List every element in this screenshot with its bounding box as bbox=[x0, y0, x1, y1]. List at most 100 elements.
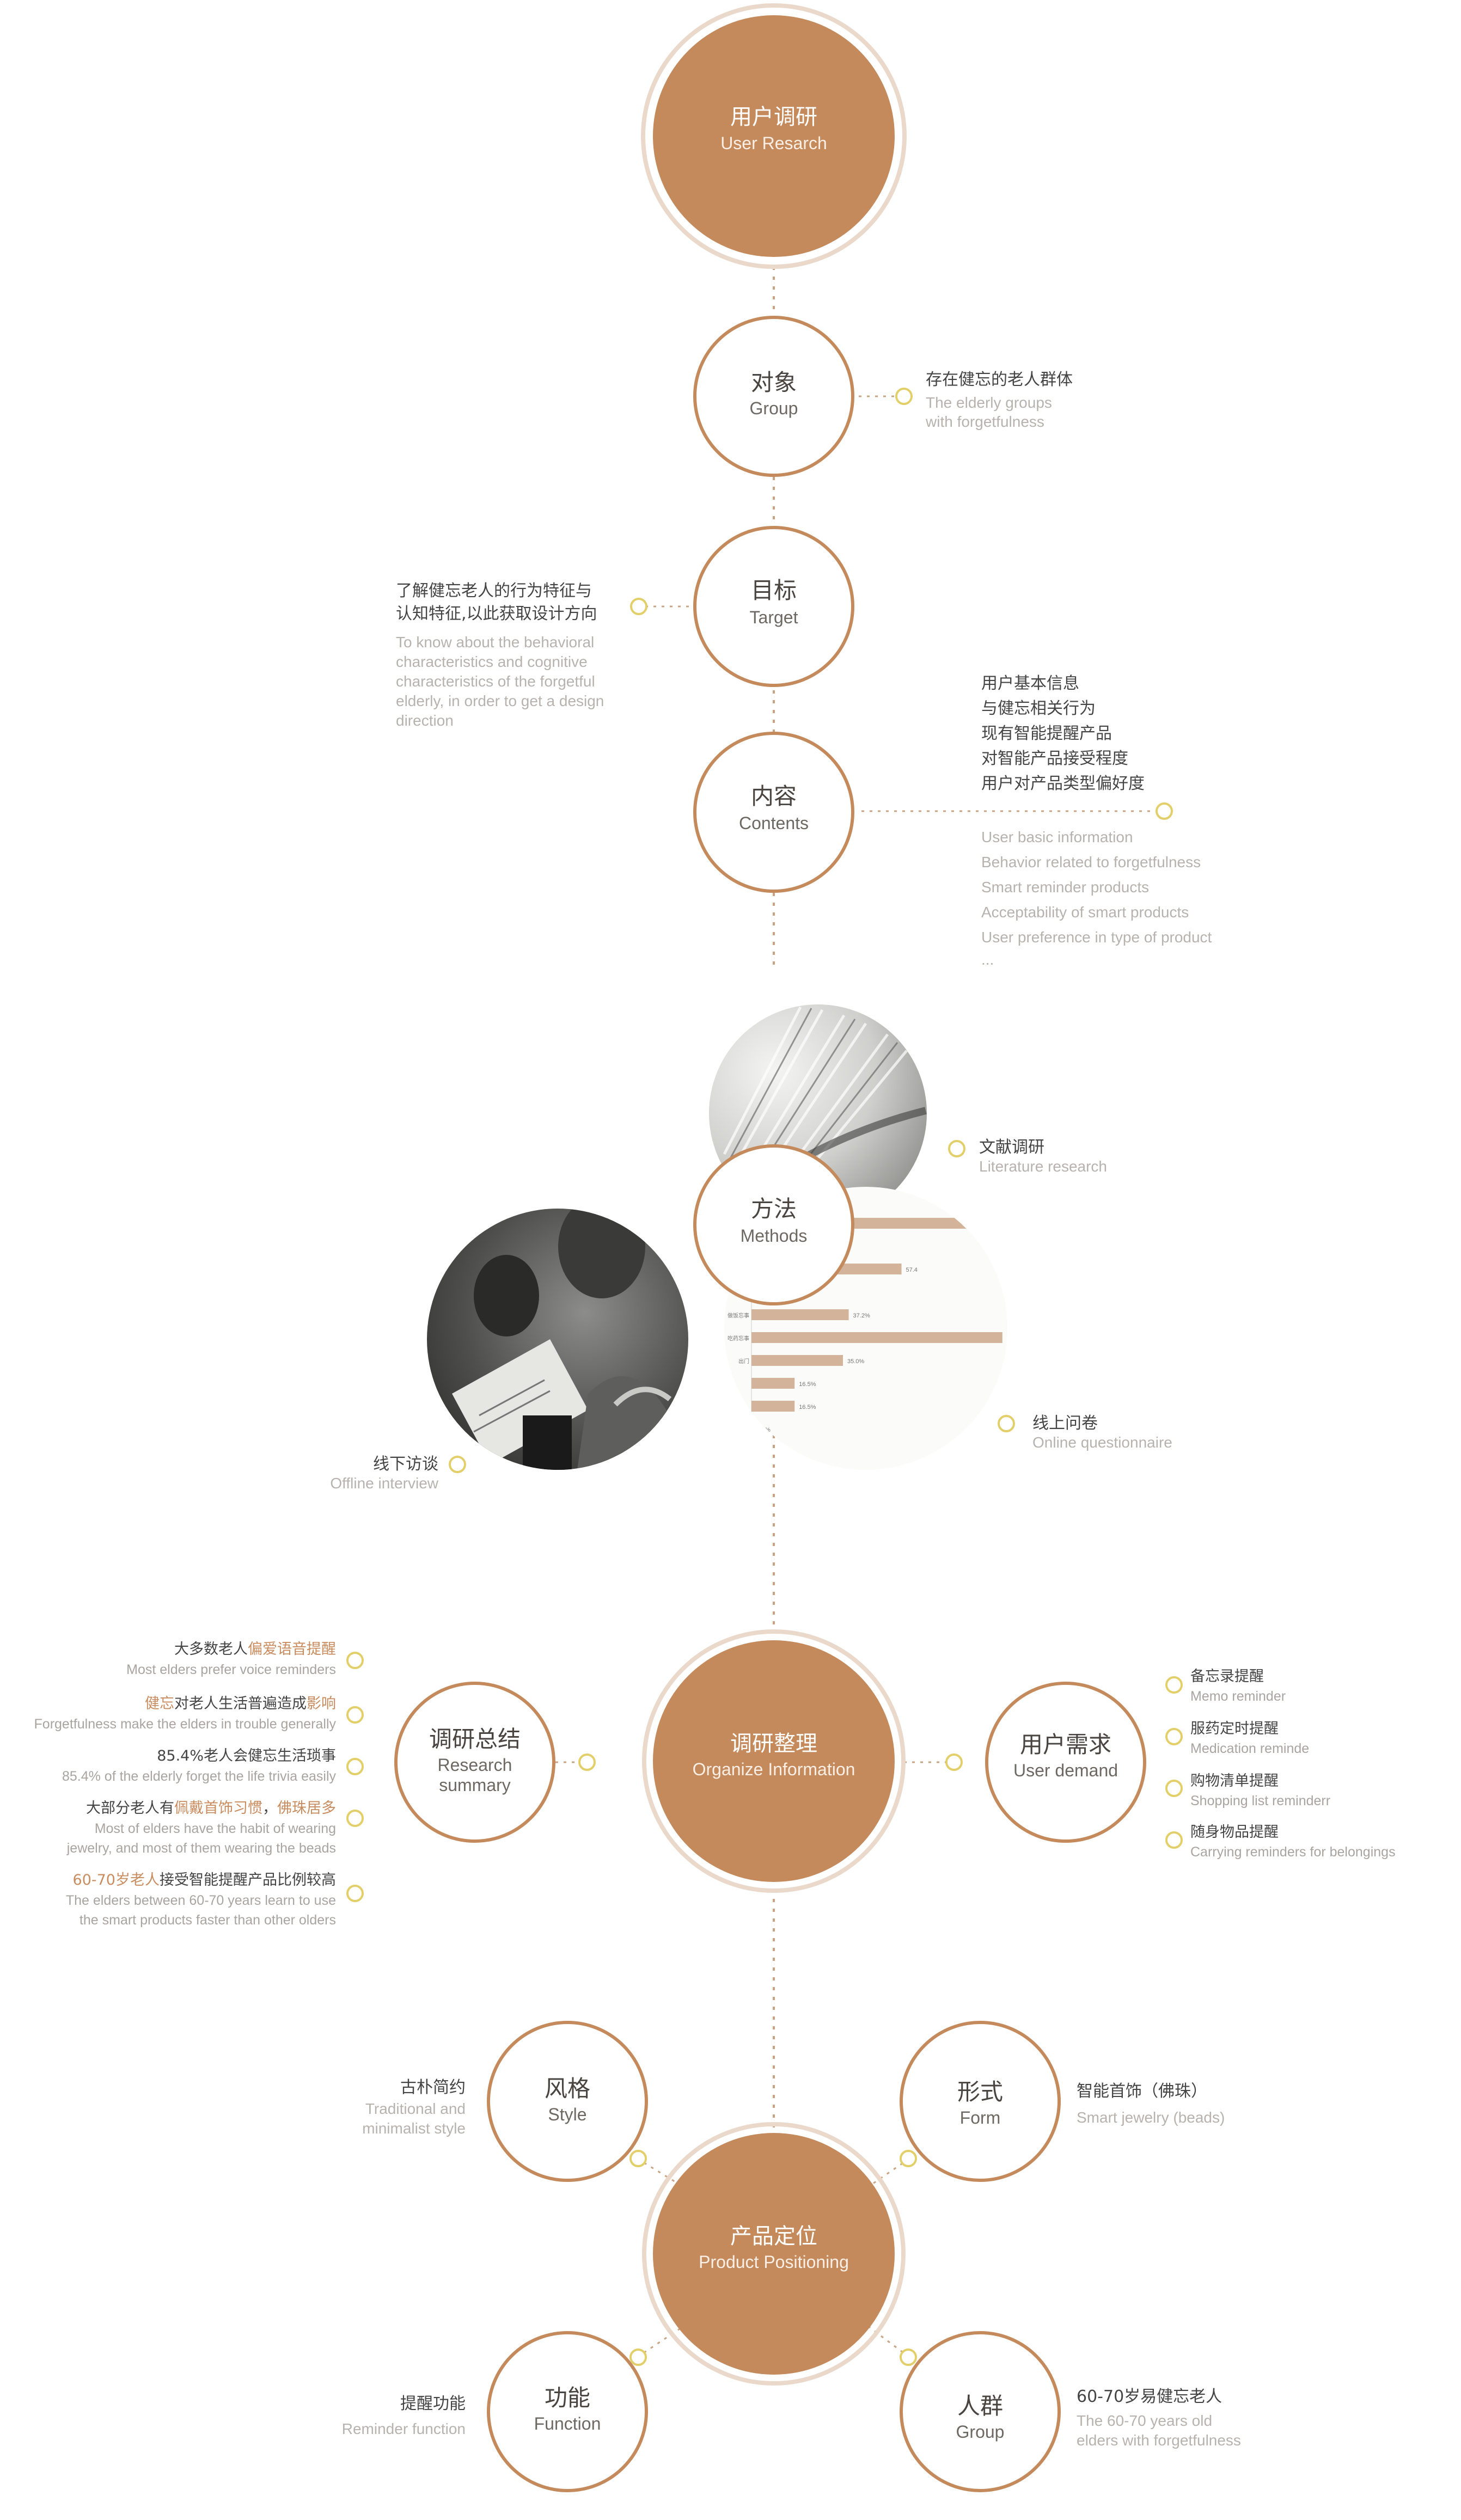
questionnaire-zh: 线上问卷 bbox=[1032, 1414, 1098, 1433]
contents-zh-4: 对智能产品接受程度 bbox=[981, 749, 1128, 768]
chart-data-label: 16.5% bbox=[799, 1404, 816, 1411]
interview-photo bbox=[427, 1209, 688, 1470]
target-desc-en-1: To know about the behavioral bbox=[396, 634, 595, 651]
target-subtitle: Target bbox=[749, 608, 798, 627]
group-desc-en-2: with forgetfulness bbox=[926, 413, 1044, 430]
chart-bar bbox=[751, 1424, 754, 1434]
summary-subtitle-1: Research bbox=[437, 1755, 512, 1775]
chart-bar bbox=[751, 1378, 795, 1389]
summary-item-1-en: Most elders prefer voice reminders bbox=[126, 1662, 336, 1677]
target-desc-en-3: characteristics of the forgetful bbox=[396, 673, 595, 690]
chart-category-label: 吃药忘事 bbox=[728, 1335, 749, 1342]
contents-title: 内容 bbox=[750, 783, 797, 810]
chart-bar bbox=[751, 1309, 849, 1320]
questionnaire-en: Online questionnaire bbox=[1032, 1434, 1172, 1451]
contents-en-3: Smart reminder products bbox=[981, 879, 1150, 896]
style-subtitle: Style bbox=[548, 2105, 587, 2124]
group-desc-en-1: The elderly groups bbox=[926, 394, 1052, 411]
user-research-subtitle: User Resarch bbox=[720, 133, 827, 153]
demand-node-shape bbox=[985, 1682, 1146, 1843]
chart-bar bbox=[751, 1332, 1002, 1343]
group-subtitle: Group bbox=[749, 398, 798, 418]
contents-en-2: Behavior related to forgetfulness bbox=[981, 854, 1201, 870]
summary-item-5-zh: 60-70岁老人接受智能提醒产品比例较高 bbox=[72, 1872, 336, 1889]
organize-title: 调研整理 bbox=[730, 1731, 817, 1756]
interview-zh: 线下访谈 bbox=[373, 1455, 438, 1474]
people-desc-en-2: elders with forgetfulness bbox=[1077, 2432, 1241, 2449]
summary-title: 调研总结 bbox=[429, 1726, 521, 1752]
positioning-node-shape bbox=[642, 2122, 906, 2386]
form-desc-en: Smart jewelry (beads) bbox=[1077, 2109, 1225, 2126]
function-subtitle: Function bbox=[534, 2414, 601, 2433]
people-desc-en-1: The 60-70 years old bbox=[1077, 2412, 1213, 2429]
summary-subtitle-2: summary bbox=[439, 1775, 511, 1795]
demand-item-1-zh: 备忘录提醒 bbox=[1190, 1668, 1264, 1685]
contents-subtitle: Contents bbox=[738, 813, 809, 833]
organize-subtitle: Organize Information bbox=[692, 1759, 855, 1779]
style-title: 风格 bbox=[544, 2075, 590, 2102]
group-desc-zh: 存在健忘的老人群体 bbox=[926, 370, 1073, 389]
chart-bar bbox=[751, 1355, 843, 1366]
chart-data-label: 57.4 bbox=[906, 1267, 918, 1273]
people-desc-zh: 60-70岁易健忘老人 bbox=[1077, 2387, 1222, 2406]
target-desc-en-4: elderly, in order to get a design bbox=[396, 692, 604, 709]
literature-en: Literature research bbox=[979, 1158, 1108, 1175]
organize-node-shape bbox=[642, 1629, 906, 1893]
chart-data-label: 37.2% bbox=[853, 1313, 870, 1319]
summary-item-3-en: 85.4% of the elderly forget the life tri… bbox=[62, 1769, 336, 1784]
summary-item-5-en-1: The elders between 60-70 years learn to … bbox=[65, 1893, 336, 1908]
chart-data-label: 16.5% bbox=[799, 1381, 816, 1388]
positioning-satellite-shapes bbox=[487, 2021, 1061, 2492]
chart-category-label: 出门 bbox=[738, 1358, 749, 1365]
summary-node-shape bbox=[394, 1682, 555, 1843]
chart-category-label: 做饭忘事 bbox=[728, 1312, 749, 1319]
demand-title: 用户需求 bbox=[1019, 1731, 1111, 1758]
target-desc-zh-2: 认知特征,以此获取设计方向 bbox=[396, 604, 597, 623]
user-research-title: 用户调研 bbox=[730, 105, 817, 130]
demand-item-4-zh: 随身物品提醒 bbox=[1190, 1824, 1279, 1841]
methods-subtitle: Methods bbox=[740, 1226, 808, 1246]
function-desc-en: Reminder function bbox=[341, 2420, 466, 2437]
style-desc-zh: 古朴简约 bbox=[400, 2078, 466, 2097]
demand-item-3-zh: 购物清单提醒 bbox=[1190, 1773, 1279, 1789]
target-desc-zh-1: 了解健忘老人的行为特征与 bbox=[396, 581, 592, 600]
demand-item-2-en: Medication reminde bbox=[1190, 1741, 1310, 1756]
demand-item-4-en: Carrying reminders for belongings bbox=[1190, 1844, 1396, 1860]
contents-en-1: User basic information bbox=[981, 829, 1133, 845]
style-desc-en-1: Traditional and bbox=[365, 2100, 466, 2117]
function-desc-zh: 提醒功能 bbox=[400, 2394, 466, 2413]
demand-subtitle: User demand bbox=[1013, 1761, 1118, 1780]
form-title: 形式 bbox=[957, 2078, 1003, 2105]
demand-item-3-en: Shopping list reminderr bbox=[1190, 1793, 1331, 1808]
chart-bar bbox=[751, 1401, 795, 1412]
contents-en-6: ... bbox=[981, 951, 994, 968]
interview-en: Offline interview bbox=[330, 1475, 438, 1492]
contents-en-4: Acceptability of smart products bbox=[981, 904, 1189, 921]
summary-item-2-en: Forgetfulness make the elders in trouble… bbox=[34, 1716, 336, 1732]
summary-item-4-en-2: jewelry, and most of them wearing the be… bbox=[66, 1841, 336, 1856]
target-desc-en-2: characteristics and cognitive bbox=[396, 653, 588, 670]
contents-zh-3: 现有智能提醒产品 bbox=[981, 724, 1112, 743]
summary-item-2-zh: 健忘对老人生活普遍造成影响 bbox=[145, 1695, 336, 1712]
form-desc-zh: 智能首饰（佛珠） bbox=[1077, 2082, 1207, 2101]
positioning-title: 产品定位 bbox=[730, 2224, 817, 2249]
summary-item-3-zh: 85.4%老人会健忘生活琐事 bbox=[157, 1748, 336, 1764]
contents-zh-2: 与健忘相关行为 bbox=[981, 699, 1096, 718]
marker-dots bbox=[346, 388, 1183, 2366]
group-title: 对象 bbox=[750, 369, 797, 396]
target-desc-en-5: direction bbox=[396, 712, 454, 729]
function-title: 功能 bbox=[544, 2384, 590, 2411]
summary-item-4-zh: 大部分老人有佩戴首饰习惯，佛珠居多 bbox=[86, 1800, 336, 1817]
summary-item-4-en-1: Most of elders have the habit of wearing bbox=[94, 1821, 336, 1836]
user-research-node-shape bbox=[641, 3, 907, 269]
methods-node-shape bbox=[693, 1144, 854, 1305]
style-desc-en-2: minimalist style bbox=[362, 2120, 466, 2137]
demand-item-2-zh: 服药定时提醒 bbox=[1190, 1720, 1279, 1737]
people-title: 人群 bbox=[957, 2393, 1003, 2419]
small-node-shapes bbox=[693, 316, 854, 893]
literature-zh: 文献调研 bbox=[979, 1138, 1044, 1157]
chart-data-label: 35.0% bbox=[847, 1358, 864, 1365]
form-subtitle: Form bbox=[959, 2108, 1001, 2127]
